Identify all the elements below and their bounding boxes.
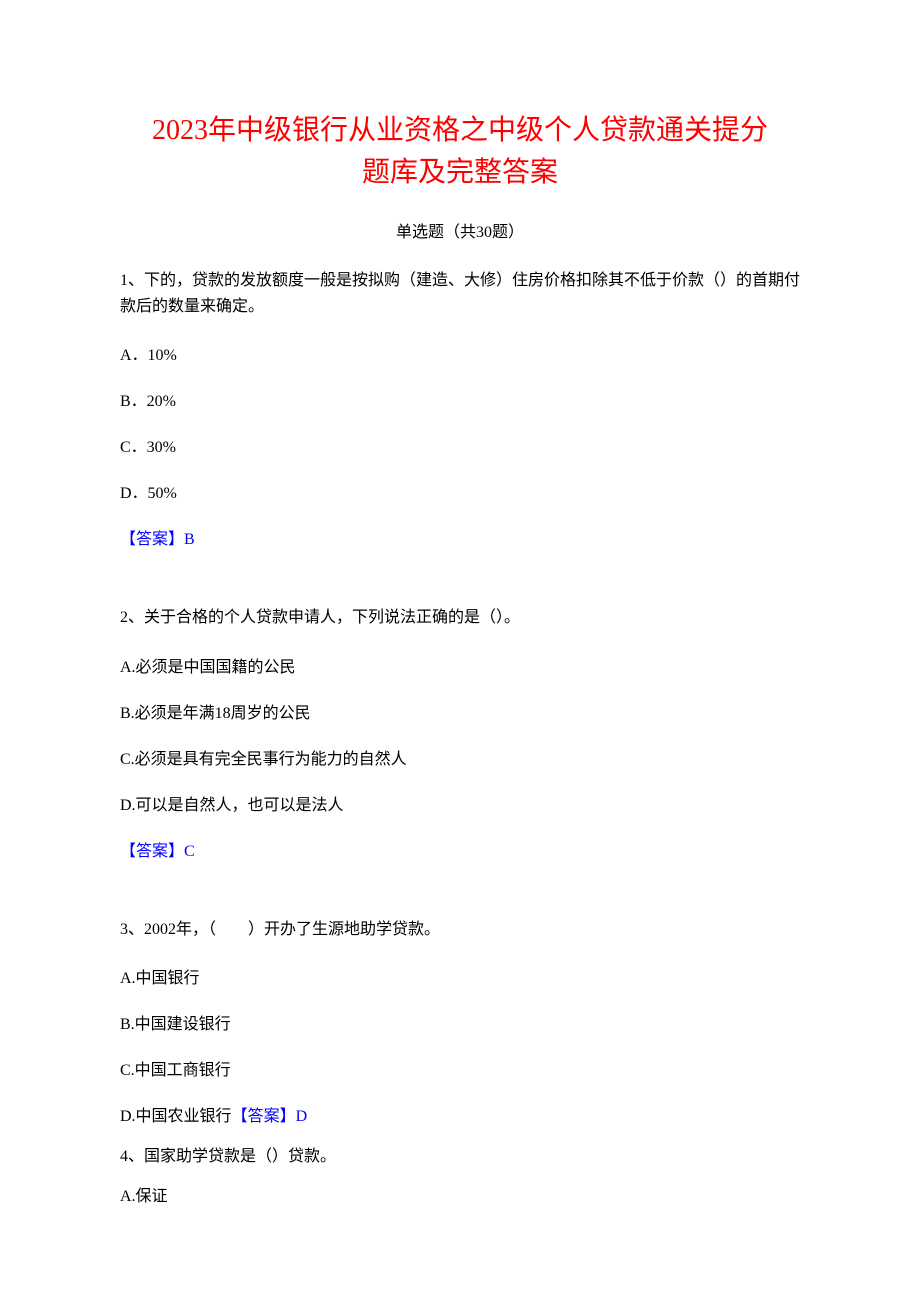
option-a: A.保证 bbox=[120, 1182, 800, 1206]
answer: 【答案】B bbox=[120, 525, 800, 549]
option-b: B.必须是年满18周岁的公民 bbox=[120, 699, 800, 723]
subtitle: 单选题（共30题） bbox=[120, 218, 800, 242]
question-4: 4、国家助学贷款是（）贷款。 A.保证 bbox=[120, 1142, 800, 1206]
option-c: C.中国工商银行 bbox=[120, 1056, 800, 1080]
title-line-1: 2023年中级银行从业资格之中级个人贷款通关提分 bbox=[152, 115, 768, 146]
option-d-text: D.中国农业银行 bbox=[120, 1108, 232, 1125]
question-text: 1、下的，贷款的发放额度一般是按拟购（建造、大修）住房价格扣除其不低于价款（）的… bbox=[120, 268, 800, 319]
title-line-2: 题库及完整答案 bbox=[362, 157, 558, 188]
question-2: 2、关于合格的个人贷款申请人，下列说法正确的是（）。 A.必须是中国国籍的公民 … bbox=[120, 605, 800, 861]
question-3: 3、2002年，（ ）开办了生源地助学贷款。 A.中国银行 B.中国建设银行 C… bbox=[120, 917, 800, 1127]
document-title: 2023年中级银行从业资格之中级个人贷款通关提分 题库及完整答案 bbox=[120, 110, 800, 194]
question-text: 3、2002年，（ ）开办了生源地助学贷款。 bbox=[120, 917, 800, 943]
option-c: C.必须是具有完全民事行为能力的自然人 bbox=[120, 745, 800, 769]
option-d: D．50% bbox=[120, 479, 800, 503]
question-text: 4、国家助学贷款是（）贷款。 bbox=[120, 1142, 800, 1166]
option-a: A．10% bbox=[120, 341, 800, 365]
option-c: C．30% bbox=[120, 433, 800, 457]
option-a: A.必须是中国国籍的公民 bbox=[120, 653, 800, 677]
answer: 【答案】C bbox=[120, 837, 800, 861]
option-b: B.中国建设银行 bbox=[120, 1010, 800, 1034]
answer: 【答案】D bbox=[232, 1108, 308, 1125]
option-d-with-answer: D.中国农业银行【答案】D bbox=[120, 1102, 800, 1126]
question-1: 1、下的，贷款的发放额度一般是按拟购（建造、大修）住房价格扣除其不低于价款（）的… bbox=[120, 268, 800, 549]
option-a: A.中国银行 bbox=[120, 964, 800, 988]
option-d: D.可以是自然人，也可以是法人 bbox=[120, 791, 800, 815]
option-b: B．20% bbox=[120, 387, 800, 411]
question-text: 2、关于合格的个人贷款申请人，下列说法正确的是（）。 bbox=[120, 605, 800, 631]
